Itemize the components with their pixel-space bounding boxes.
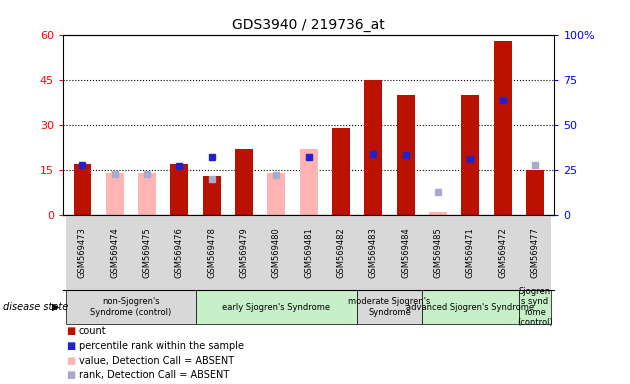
Bar xyxy=(300,149,318,215)
Bar xyxy=(526,170,544,215)
Bar xyxy=(171,164,188,215)
Text: non-Sjogren's
Syndrome (control): non-Sjogren's Syndrome (control) xyxy=(90,298,171,317)
Bar xyxy=(203,176,220,215)
Text: GSM569484: GSM569484 xyxy=(401,227,410,278)
Text: GSM569485: GSM569485 xyxy=(433,227,442,278)
Text: GSM569481: GSM569481 xyxy=(304,227,313,278)
Text: GSM569480: GSM569480 xyxy=(272,227,281,278)
Text: ■: ■ xyxy=(66,326,76,336)
Bar xyxy=(365,80,382,215)
Text: GSM569482: GSM569482 xyxy=(336,227,345,278)
Text: GSM569478: GSM569478 xyxy=(207,227,216,278)
Bar xyxy=(397,95,415,215)
Bar xyxy=(235,149,253,215)
Text: ■: ■ xyxy=(66,356,76,366)
Text: ■: ■ xyxy=(66,341,76,351)
Text: disease state: disease state xyxy=(3,302,69,312)
Text: GSM569475: GSM569475 xyxy=(142,227,152,278)
Text: advanced Sjogren's Syndrome: advanced Sjogren's Syndrome xyxy=(406,303,534,312)
Text: ■: ■ xyxy=(66,370,76,380)
Text: moderate Sjogren's
Syndrome: moderate Sjogren's Syndrome xyxy=(348,298,431,317)
Text: value, Detection Call = ABSENT: value, Detection Call = ABSENT xyxy=(79,356,234,366)
Bar xyxy=(106,173,123,215)
Text: GSM569476: GSM569476 xyxy=(175,227,184,278)
Text: early Sjogren's Syndrome: early Sjogren's Syndrome xyxy=(222,303,330,312)
Bar xyxy=(268,173,285,215)
Text: GSM569471: GSM569471 xyxy=(466,227,475,278)
Text: ▶: ▶ xyxy=(52,302,59,312)
Text: GSM569473: GSM569473 xyxy=(78,227,87,278)
Text: GSM569477: GSM569477 xyxy=(530,227,539,278)
Text: percentile rank within the sample: percentile rank within the sample xyxy=(79,341,244,351)
Text: GSM569474: GSM569474 xyxy=(110,227,119,278)
Text: rank, Detection Call = ABSENT: rank, Detection Call = ABSENT xyxy=(79,370,229,380)
Bar xyxy=(429,212,447,215)
Bar xyxy=(332,128,350,215)
Text: GSM569472: GSM569472 xyxy=(498,227,507,278)
Text: Sjogren
s synd
rome
(control): Sjogren s synd rome (control) xyxy=(517,287,553,327)
Bar xyxy=(74,164,91,215)
Bar xyxy=(494,41,512,215)
Bar xyxy=(461,95,479,215)
Bar xyxy=(138,173,156,215)
Text: GSM569483: GSM569483 xyxy=(369,227,378,278)
Title: GDS3940 / 219736_at: GDS3940 / 219736_at xyxy=(232,18,385,32)
Text: GSM569479: GSM569479 xyxy=(239,227,249,278)
Text: count: count xyxy=(79,326,106,336)
